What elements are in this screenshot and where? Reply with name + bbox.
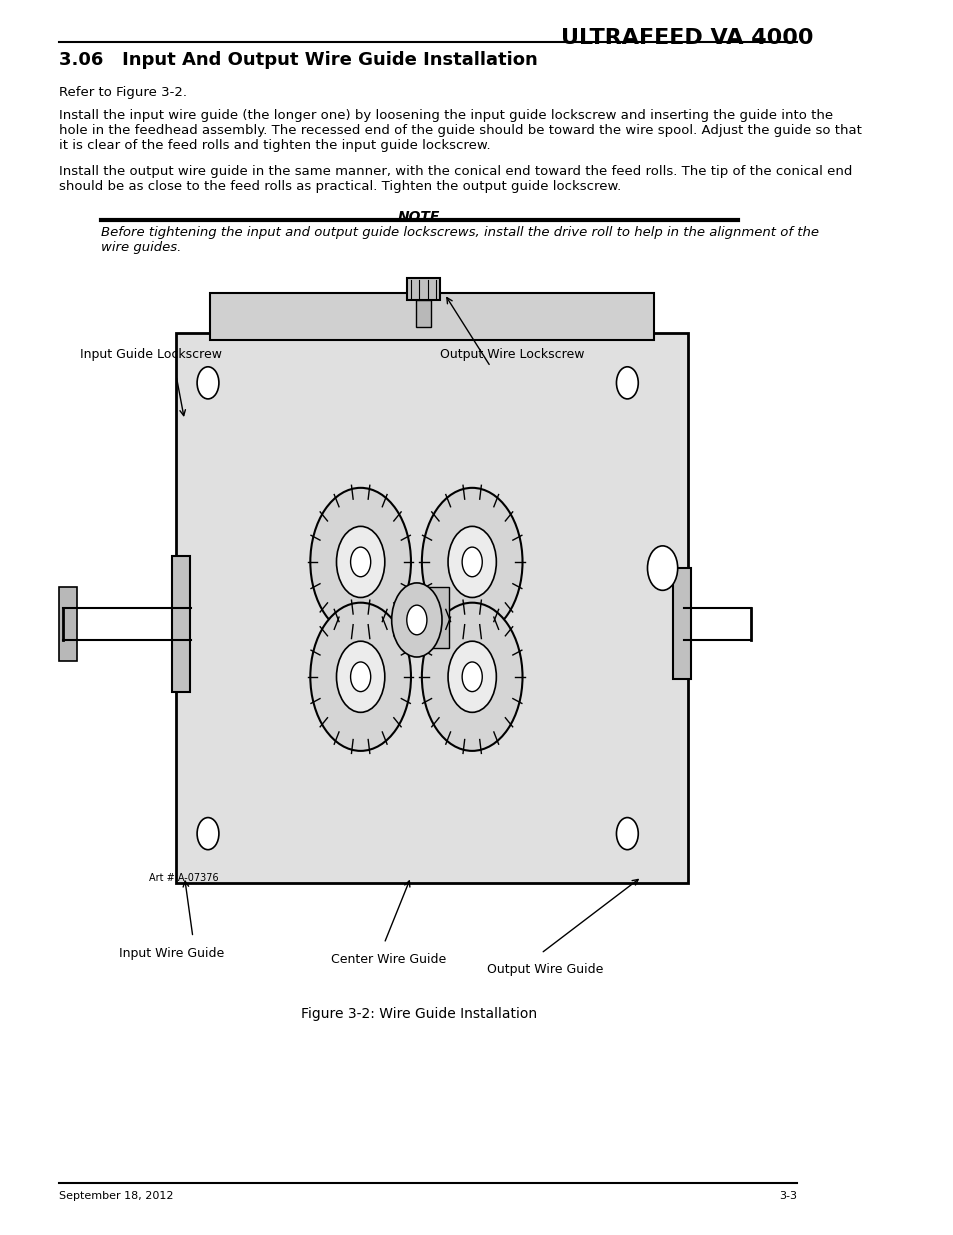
Text: 3-3: 3-3 bbox=[778, 1191, 796, 1200]
Circle shape bbox=[197, 367, 218, 399]
Text: 3.06   Input And Output Wire Guide Installation: 3.06 Input And Output Wire Guide Install… bbox=[59, 51, 537, 69]
Text: Refer to Figure 3-2.: Refer to Figure 3-2. bbox=[59, 86, 187, 100]
Circle shape bbox=[336, 641, 384, 713]
Text: Center Wire Guide: Center Wire Guide bbox=[331, 953, 445, 967]
Bar bbox=[672, 568, 690, 679]
Bar bbox=[59, 587, 77, 661]
Circle shape bbox=[647, 546, 677, 590]
Circle shape bbox=[350, 547, 371, 577]
Circle shape bbox=[392, 583, 441, 657]
Circle shape bbox=[310, 488, 411, 636]
Bar bbox=[416, 300, 431, 327]
Circle shape bbox=[461, 662, 482, 692]
Text: September 18, 2012: September 18, 2012 bbox=[59, 1191, 173, 1200]
Circle shape bbox=[448, 641, 496, 713]
Circle shape bbox=[448, 526, 496, 598]
Bar bbox=[406, 278, 440, 300]
Circle shape bbox=[197, 818, 218, 850]
Text: Input Wire Guide: Input Wire Guide bbox=[119, 947, 224, 961]
Circle shape bbox=[421, 603, 522, 751]
Bar bbox=[176, 333, 687, 883]
Circle shape bbox=[350, 662, 371, 692]
Text: Output Wire Guide: Output Wire Guide bbox=[486, 963, 602, 977]
Circle shape bbox=[336, 526, 384, 598]
Circle shape bbox=[310, 603, 411, 751]
Bar bbox=[415, 587, 448, 648]
Text: Install the input wire guide (the longer one) by loosening the input guide locks: Install the input wire guide (the longer… bbox=[59, 109, 861, 152]
Text: Before tightening the input and output guide lockscrews, install the drive roll : Before tightening the input and output g… bbox=[100, 226, 818, 254]
Text: Art # A-07376: Art # A-07376 bbox=[149, 873, 218, 883]
Text: ULTRAFEED VA 4000: ULTRAFEED VA 4000 bbox=[560, 28, 813, 48]
Circle shape bbox=[461, 547, 482, 577]
Text: NOTE: NOTE bbox=[397, 210, 440, 224]
Circle shape bbox=[616, 367, 638, 399]
Bar bbox=[210, 293, 654, 340]
Circle shape bbox=[421, 488, 522, 636]
Bar bbox=[172, 556, 191, 692]
Text: Input Guide Lockscrew: Input Guide Lockscrew bbox=[80, 348, 221, 362]
Text: Install the output wire guide in the same manner, with the conical end toward th: Install the output wire guide in the sam… bbox=[59, 165, 851, 194]
Circle shape bbox=[616, 818, 638, 850]
Text: Output Wire Lockscrew: Output Wire Lockscrew bbox=[440, 348, 584, 362]
Circle shape bbox=[406, 605, 426, 635]
Text: Figure 3-2: Wire Guide Installation: Figure 3-2: Wire Guide Installation bbox=[301, 1007, 537, 1020]
